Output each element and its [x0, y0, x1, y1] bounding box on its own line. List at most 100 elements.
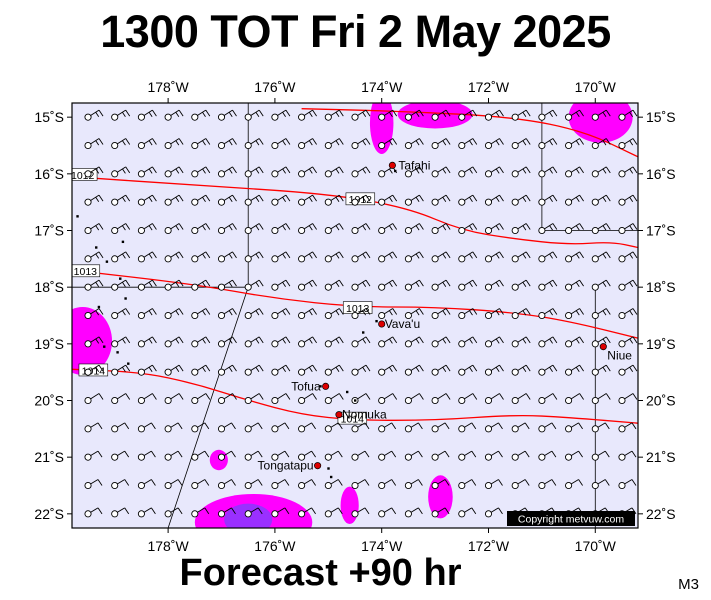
wind-barb-station [484, 510, 493, 518]
wind-barb [484, 279, 504, 291]
lon-tick-label-bottom: 170˚W [575, 538, 617, 554]
wind-barb-station [191, 510, 199, 518]
wind-barb-station [484, 340, 493, 348]
wind-barb-station [431, 198, 439, 206]
wind-barb-station [404, 283, 412, 291]
wind-barb-station [111, 283, 119, 291]
wind-barb [458, 166, 478, 178]
wind-barb-station [484, 453, 493, 461]
wind-barb-station [484, 255, 493, 263]
wind-barb-station [271, 141, 279, 150]
wind-barb-station [84, 368, 92, 376]
wind-barb-station [298, 226, 306, 235]
wind-barb [271, 308, 291, 320]
rain-area [428, 475, 453, 519]
wind-barb [324, 279, 344, 291]
wind-barb-station [137, 255, 145, 263]
wind-barb [217, 422, 236, 433]
wind-barb [591, 336, 611, 348]
wind-barb-station [591, 368, 599, 376]
wind-barb-station [351, 425, 359, 433]
wind-barb [244, 422, 263, 433]
wind-barb [164, 364, 184, 376]
wind-barb-station [164, 170, 172, 178]
wind-barb-station [111, 368, 119, 376]
wind-barb-station [378, 255, 386, 263]
wind-barb-station [378, 113, 386, 121]
wind-barb-station [137, 453, 145, 461]
wind-barb-station [137, 340, 145, 348]
wind-barb [351, 166, 371, 178]
wind-barb [431, 422, 450, 433]
wind-barb-station [351, 510, 359, 518]
wind-barb-station [378, 198, 386, 206]
place-marker [599, 343, 607, 351]
wind-barb [591, 450, 610, 461]
wind-barb [164, 393, 184, 405]
wind-barb-station [84, 340, 92, 348]
wind-barb-station [217, 311, 226, 320]
wind-barb [111, 194, 131, 206]
wind-barb-station [618, 170, 626, 178]
wind-barb [137, 194, 157, 206]
wind-barb-station [511, 141, 519, 150]
wind-barb [137, 279, 157, 291]
wind-barb-station [298, 255, 306, 263]
wind-barb-station [137, 311, 145, 320]
wind-barb [591, 138, 611, 150]
wind-barb-station [164, 368, 172, 376]
map-frame [71, 102, 639, 529]
wind-barb-station [324, 481, 332, 490]
wind-barb [217, 194, 237, 206]
wind-barb-station [137, 113, 145, 121]
wind-barb-station [458, 340, 466, 348]
wind-barb-station [271, 113, 279, 121]
wind-barb [244, 308, 264, 320]
wind-barb-station [618, 141, 626, 150]
wind-barb-station [351, 311, 359, 320]
wind-barb-station [111, 226, 119, 235]
wind-barb [484, 450, 503, 461]
isobar-label-box [72, 264, 101, 278]
wind-barb [538, 251, 558, 263]
wind-barb [591, 422, 610, 433]
wind-barb [191, 422, 210, 433]
wind-barb [271, 279, 291, 291]
wind-barb-station [84, 481, 92, 490]
islet [375, 319, 378, 323]
wind-barb [538, 308, 558, 320]
islet [362, 331, 365, 334]
lon-tick-label-top: 178˚W [147, 79, 189, 95]
wind-barb [591, 109, 611, 121]
wind-barb [271, 166, 291, 178]
wind-barb [191, 393, 211, 405]
wind-barb [431, 251, 451, 263]
wind-barb-station [164, 481, 172, 490]
wind-barb-station [618, 340, 626, 348]
islet [319, 385, 322, 388]
wind-barb [217, 507, 236, 518]
wind-barb-station [565, 340, 573, 348]
wind-barb [191, 251, 211, 263]
wind-barb [511, 109, 531, 121]
wind-barb-station [191, 340, 199, 348]
wind-barb [217, 450, 236, 461]
lat-tick-label-left: 21˚S [34, 449, 64, 465]
wind-barb [324, 223, 344, 235]
wind-barb [84, 138, 104, 150]
wind-barb-station [538, 198, 546, 206]
wind-barb [458, 279, 478, 291]
wind-barb [298, 393, 317, 405]
wind-barb [137, 422, 156, 433]
wind-barb-station [191, 481, 199, 490]
wind-barb-station [84, 510, 92, 518]
wind-barb-station [271, 481, 279, 490]
wind-barb [538, 393, 558, 405]
wind-barb-station [511, 340, 519, 348]
wind-barb [111, 422, 130, 433]
wind-barb [271, 393, 291, 405]
wind-barb-station [591, 255, 599, 263]
wind-barb-station [458, 368, 466, 376]
wind-barb [164, 138, 184, 150]
wind-barb [378, 138, 398, 150]
